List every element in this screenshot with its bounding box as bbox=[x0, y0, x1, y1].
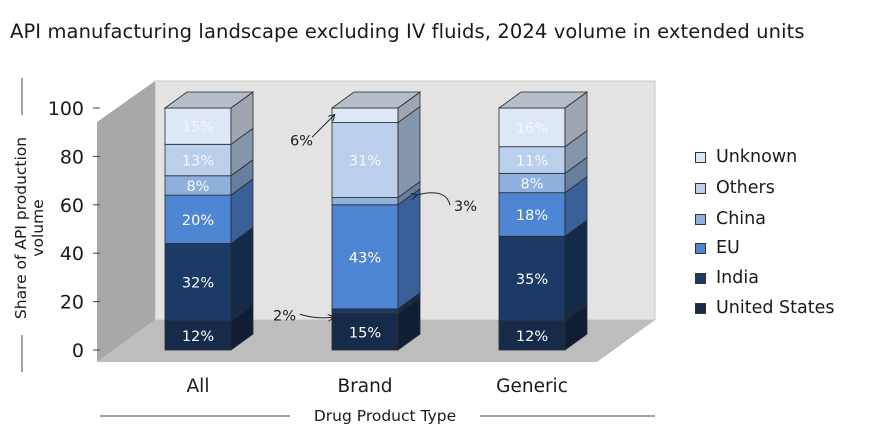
bar-generic-others bbox=[498, 146, 566, 174]
chart-title: API manufacturing landscape excluding IV… bbox=[10, 20, 805, 43]
x-tick-label: All bbox=[187, 376, 210, 397]
bar-brand-india bbox=[331, 308, 399, 315]
x-axis: All Brand Generic Drug Product Type bbox=[100, 376, 655, 425]
annotation-label: 3% bbox=[454, 199, 477, 215]
legend-label: United States bbox=[716, 298, 835, 318]
data-label: 11% bbox=[516, 154, 548, 170]
side-wall bbox=[97, 81, 155, 362]
y-axis-title: Share of API productionvolume bbox=[12, 137, 47, 319]
bar-stack: 12% 35% 18% 8% 11% 16% bbox=[497, 91, 589, 351]
bar-top bbox=[163, 91, 255, 109]
data-label: 43% bbox=[349, 250, 381, 266]
legend-swatch bbox=[695, 242, 706, 254]
bar-top bbox=[497, 91, 589, 109]
y-tick-label: 0 bbox=[72, 340, 84, 362]
legend-item: United States bbox=[695, 296, 835, 320]
y-tick-label: 20 bbox=[60, 292, 84, 314]
data-label: 20% bbox=[182, 213, 214, 229]
legend-label: India bbox=[716, 268, 759, 288]
annotation-label: 2% bbox=[273, 308, 296, 324]
data-label: 15% bbox=[349, 325, 381, 341]
legend-item: China bbox=[695, 207, 766, 231]
annotations: 6% 3% 2% bbox=[273, 115, 477, 324]
legend-item: EU bbox=[695, 236, 740, 260]
data-label: 32% bbox=[182, 276, 214, 292]
legend-swatch bbox=[695, 213, 706, 225]
data-label: 12% bbox=[516, 329, 548, 345]
annotation-arrow bbox=[299, 313, 333, 318]
data-label: 18% bbox=[516, 208, 548, 224]
data-label: 12% bbox=[182, 329, 214, 345]
legend-swatch bbox=[695, 272, 706, 284]
data-label: 31% bbox=[349, 154, 381, 170]
bars: 12% 32% 20% 8% 13% 15% 15% 43% 31% 12% 35% 18% 8% 11%… bbox=[163, 91, 589, 351]
legend-swatch bbox=[695, 151, 706, 163]
bar-generic-united-states bbox=[498, 320, 566, 351]
legend-label: Others bbox=[716, 178, 775, 198]
bar-all-others bbox=[164, 143, 232, 177]
x-tick-label: Brand bbox=[337, 376, 392, 397]
legend-label: EU bbox=[716, 238, 740, 258]
bar-brand-unknown bbox=[331, 107, 399, 123]
legend-item: Others bbox=[695, 176, 775, 200]
bar-stack: 12% 32% 20% 8% 13% 15% bbox=[163, 91, 255, 351]
legend-item: Unknown bbox=[695, 145, 797, 169]
x-axis-title: Drug Product Type bbox=[314, 407, 456, 425]
bar-top bbox=[330, 91, 422, 109]
bar-generic-india-side bbox=[564, 219, 588, 322]
y-tick-label: 60 bbox=[60, 195, 84, 217]
data-label: 15% bbox=[182, 120, 214, 136]
bar-brand-eu-side bbox=[397, 188, 421, 310]
annotation-arrow bbox=[311, 115, 334, 138]
legend-swatch bbox=[695, 182, 706, 194]
y-tick-label: 100 bbox=[48, 98, 84, 120]
y-tick-label: 40 bbox=[60, 243, 84, 265]
legend-swatch bbox=[695, 302, 706, 314]
x-tick-label: Generic bbox=[496, 376, 568, 397]
legend-label: China bbox=[716, 209, 766, 229]
bar-stack: 15% 43% 31% bbox=[330, 91, 422, 351]
bar-brand-china bbox=[331, 197, 399, 206]
data-label: 13% bbox=[182, 154, 214, 170]
legend-item: India bbox=[695, 266, 759, 290]
data-label: 16% bbox=[516, 121, 548, 137]
data-label: 35% bbox=[516, 272, 548, 288]
legend-label: Unknown bbox=[716, 147, 798, 167]
data-label: 8% bbox=[520, 177, 543, 193]
bar-brand-others bbox=[331, 122, 399, 198]
data-label: 8% bbox=[186, 179, 209, 195]
annotation-arrow bbox=[416, 192, 451, 206]
y-tick-label: 80 bbox=[60, 146, 84, 168]
annotation-label: 6% bbox=[290, 133, 313, 149]
